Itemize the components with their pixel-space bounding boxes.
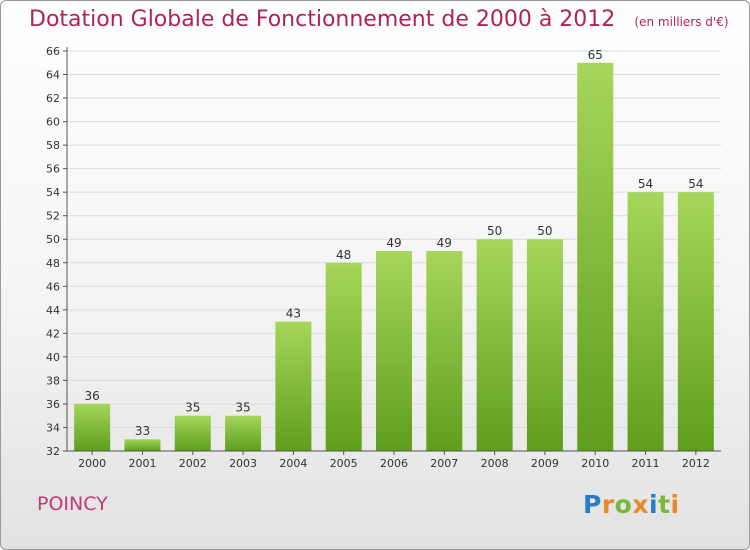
- y-tick-label: 44: [46, 304, 60, 317]
- bar-value-label: 35: [235, 401, 250, 415]
- commune-name: POINCY: [37, 493, 108, 515]
- y-tick-label: 62: [46, 92, 60, 105]
- x-tick-label: 2011: [632, 457, 660, 470]
- y-tick-label: 54: [46, 186, 60, 199]
- y-tick-label: 46: [46, 280, 60, 293]
- bar-value-label: 50: [487, 224, 502, 238]
- x-tick-label: 2012: [682, 457, 710, 470]
- y-tick-label: 36: [46, 398, 60, 411]
- y-tick-label: 34: [46, 421, 60, 434]
- bar-value-label: 36: [85, 389, 100, 403]
- bar: [325, 262, 362, 451]
- logo-letter: r: [601, 490, 615, 519]
- y-tick-label: 42: [46, 327, 60, 340]
- logo-letter: i: [670, 490, 680, 519]
- y-tick-label: 48: [46, 257, 60, 270]
- bar: [426, 251, 463, 451]
- y-tick-label: 66: [46, 45, 60, 58]
- bar: [225, 415, 262, 451]
- bar: [526, 239, 563, 451]
- y-tick-label: 56: [46, 163, 60, 176]
- bar-value-label: 54: [638, 177, 653, 191]
- proxiti-logo: Proxiti: [583, 490, 680, 519]
- y-tick-label: 32: [46, 445, 60, 458]
- logo-letter: P: [583, 490, 602, 519]
- y-tick-label: 58: [46, 139, 60, 152]
- x-tick-label: 2003: [229, 457, 257, 470]
- x-tick-label: 2007: [430, 457, 458, 470]
- bar-value-label: 65: [588, 48, 603, 62]
- y-tick-label: 60: [46, 116, 60, 129]
- bar-value-label: 49: [386, 236, 401, 250]
- x-tick-label: 2005: [330, 457, 358, 470]
- bars: 36 33 35 35 43 48 49 49 50 50 65 54 54: [74, 48, 714, 452]
- x-tick-label: 2002: [179, 457, 207, 470]
- bar: [627, 192, 664, 452]
- x-tick-label: 2006: [380, 457, 408, 470]
- axes: 32 34 36 38 40 42 44 46 48 50 52 54 56 58 60 62 64 66 2000…: [46, 45, 721, 470]
- logo-letter: x: [632, 490, 649, 519]
- logo-letter: o: [614, 490, 633, 519]
- bar: [476, 239, 513, 451]
- bar: [174, 415, 211, 451]
- bar: [74, 403, 111, 451]
- bar: [124, 439, 161, 451]
- bar-value-label: 49: [437, 236, 452, 250]
- bar-value-label: 54: [688, 177, 703, 191]
- y-tick-label: 64: [46, 69, 60, 82]
- chart-title: Dotation Globale de Fonctionnement de 20…: [29, 7, 616, 32]
- x-tick-label: 2001: [128, 457, 156, 470]
- bar: [376, 251, 412, 451]
- x-tick-label: 2009: [531, 457, 559, 470]
- x-tick-label: 2000: [78, 457, 106, 470]
- bar-value-label: 35: [185, 401, 200, 415]
- bar: [677, 192, 714, 452]
- chart-title-block: Dotation Globale de Fonctionnement de 20…: [29, 7, 729, 32]
- bar: [577, 62, 614, 451]
- y-tick-label: 40: [46, 351, 60, 364]
- x-tick-label: 2008: [481, 457, 509, 470]
- bar-value-label: 43: [286, 307, 301, 321]
- y-tick-label: 52: [46, 210, 60, 223]
- chart-subtitle: (en milliers d'€): [634, 15, 729, 29]
- logo-letter: t: [658, 490, 671, 519]
- y-tick-label: 38: [46, 374, 60, 387]
- y-tick-label: 50: [46, 233, 60, 246]
- x-tick-label: 2004: [279, 457, 307, 470]
- bar-value-label: 33: [135, 424, 150, 438]
- x-tick-label: 2010: [581, 457, 609, 470]
- bar-value-label: 50: [537, 224, 552, 238]
- bar: [275, 321, 312, 451]
- logo-letter: i: [649, 490, 659, 519]
- bar-value-label: 48: [336, 248, 351, 262]
